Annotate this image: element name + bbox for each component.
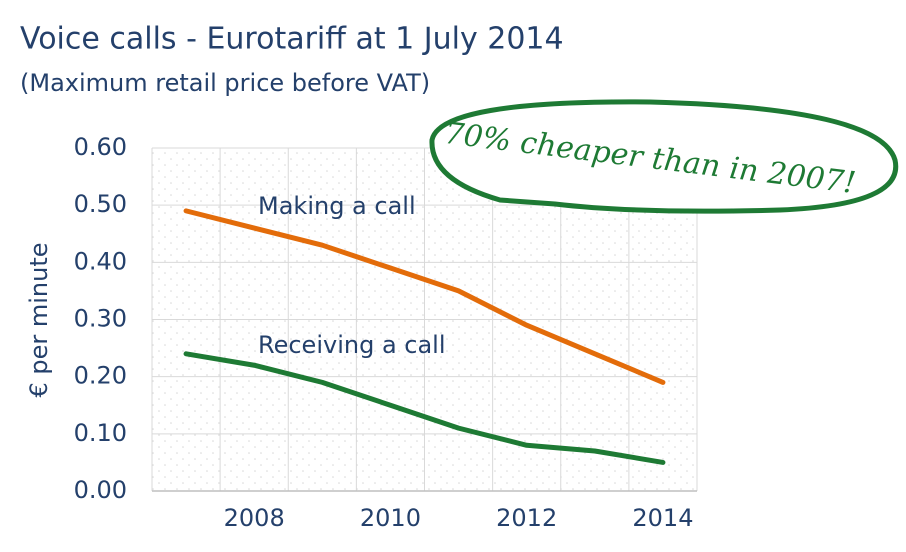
series-label: Making a call xyxy=(258,192,416,220)
y-tick-label: 0.60 xyxy=(74,133,127,161)
chart-subtitle: (Maximum retail price before VAT) xyxy=(20,69,430,97)
callout: 70% cheaper than in 2007! xyxy=(429,99,899,214)
y-tick-label: 0.30 xyxy=(74,305,127,333)
y-tick-label: 0.00 xyxy=(74,476,127,504)
y-tick-label: 0.40 xyxy=(74,247,127,275)
speech-bubble xyxy=(429,99,899,214)
series-line xyxy=(183,351,666,465)
y-tick-label: 0.20 xyxy=(74,362,127,390)
chart-title: Voice calls - Eurotariff at 1 July 2014 xyxy=(20,22,564,57)
y-tick-label: 0.10 xyxy=(74,419,127,447)
x-tick-label: 2008 xyxy=(224,504,285,532)
x-tick-label: 2014 xyxy=(632,504,693,532)
series-line xyxy=(183,208,666,385)
series-label: Receiving a call xyxy=(258,331,446,359)
y-axis-label: € per minute xyxy=(25,242,53,397)
y-tick-label: 0.50 xyxy=(74,190,127,218)
x-tick-label: 2012 xyxy=(496,504,557,532)
x-tick-label: 2010 xyxy=(360,504,421,532)
